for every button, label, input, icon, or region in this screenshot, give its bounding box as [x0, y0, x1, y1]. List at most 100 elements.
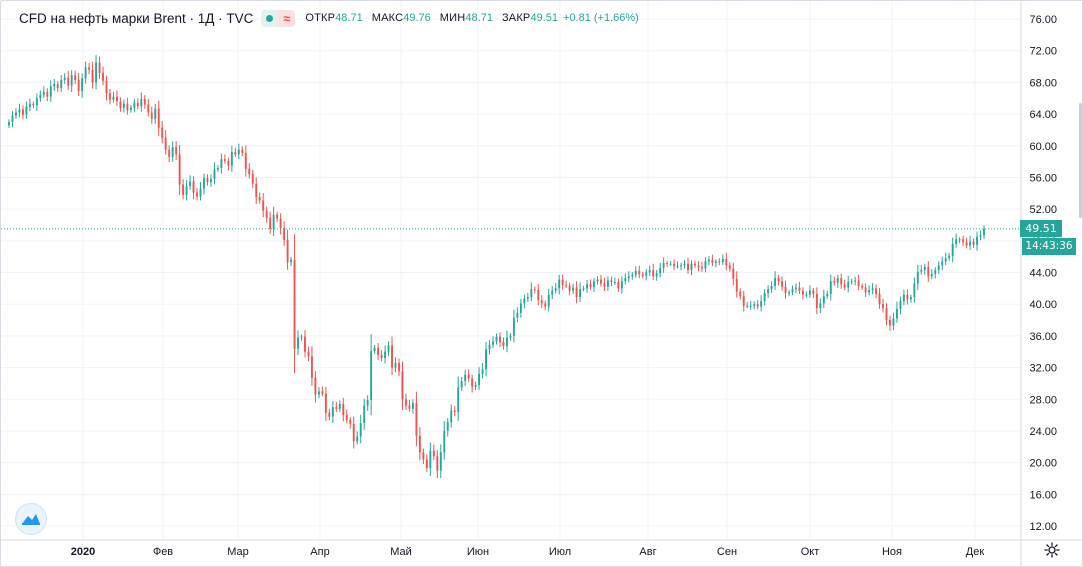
candle [408, 399, 411, 412]
candle [398, 358, 400, 377]
candle [363, 398, 366, 430]
candle [948, 252, 951, 261]
candle [847, 275, 850, 293]
candle [70, 70, 73, 93]
candle [216, 165, 219, 172]
low-label: МИН [439, 12, 466, 24]
price-tick-label: 28.00 [1029, 394, 1057, 406]
candle [335, 401, 338, 413]
candle-body [443, 430, 446, 453]
candle-body [662, 262, 665, 268]
candle-body [972, 241, 975, 245]
candle-body [185, 186, 188, 195]
candle-body [847, 282, 850, 288]
candle-body [875, 288, 878, 294]
candle-body [941, 261, 944, 266]
data-delayed-icon[interactable]: ≈ [278, 9, 296, 27]
candle-body [767, 289, 770, 294]
candle [857, 274, 860, 291]
candle [976, 231, 978, 251]
candle-body [519, 303, 522, 313]
candle [196, 188, 198, 201]
candle [979, 230, 982, 241]
candle [735, 271, 738, 298]
candle-body [596, 279, 599, 282]
candle [788, 290, 790, 297]
candle-body [920, 270, 923, 272]
candle-body [366, 400, 369, 406]
candle [422, 448, 425, 465]
candle [136, 98, 139, 110]
candle [74, 70, 77, 85]
candle-body [788, 292, 790, 294]
candle-body [634, 270, 637, 275]
candle-body [220, 159, 223, 168]
candle [694, 260, 696, 269]
candle-body [77, 79, 80, 92]
tradingview-logo-icon[interactable] [15, 503, 47, 535]
candle [439, 444, 442, 479]
candle [276, 211, 279, 223]
symbol-title[interactable]: CFD на нефть марки Brent · 1Д · TVC [19, 10, 254, 26]
candle [112, 91, 115, 103]
candle-body [115, 96, 118, 102]
candle [638, 265, 641, 279]
candle [105, 75, 108, 101]
close-label: ЗАКР [501, 12, 531, 24]
candle-body [126, 103, 129, 111]
candle-body [958, 239, 961, 241]
candle-body [983, 228, 985, 236]
candle-body [464, 374, 467, 382]
candle [673, 259, 676, 271]
price-scale-scrollbar[interactable] [1079, 103, 1082, 218]
candle-body [603, 283, 606, 287]
candle-body [262, 200, 265, 211]
candle [453, 406, 456, 417]
candle [613, 277, 616, 285]
candle [18, 103, 21, 118]
candle-body [833, 281, 836, 283]
candle-body [150, 112, 153, 119]
candle-body [405, 399, 407, 406]
candle [641, 271, 644, 279]
candle-body [310, 356, 313, 378]
gear-icon[interactable] [1043, 541, 1061, 559]
candle-body [732, 268, 735, 279]
candle-body [206, 178, 209, 183]
candle [899, 296, 902, 315]
candle-body [593, 281, 595, 287]
candle [822, 289, 825, 309]
candle-body [551, 290, 554, 295]
candle [519, 299, 522, 318]
time-tick-label: Май [390, 546, 412, 558]
candle-body [492, 341, 494, 345]
candle-body [586, 284, 588, 289]
candle [492, 336, 494, 349]
candle-body [32, 103, 35, 106]
candle [321, 386, 324, 397]
candle [387, 341, 390, 357]
candle [739, 288, 742, 300]
candle-body [927, 266, 930, 277]
candle [913, 277, 916, 303]
candle-body [854, 280, 857, 282]
candle-body [356, 436, 359, 442]
price-tick-label: 16.00 [1029, 489, 1057, 501]
candle [129, 105, 132, 113]
candle [596, 276, 599, 285]
candle-body [648, 270, 651, 273]
candle [801, 287, 804, 300]
price-tick-label: 12.00 [1029, 521, 1057, 533]
market-open-icon[interactable] [261, 9, 279, 27]
candle-body [749, 305, 752, 307]
candle-body [864, 287, 867, 293]
candle-body [718, 261, 721, 263]
candle-body [857, 280, 860, 286]
candle [126, 97, 129, 115]
candle [756, 300, 759, 310]
candle-body [49, 86, 52, 97]
candle [655, 270, 658, 281]
candle [140, 92, 143, 112]
candle [352, 416, 355, 449]
